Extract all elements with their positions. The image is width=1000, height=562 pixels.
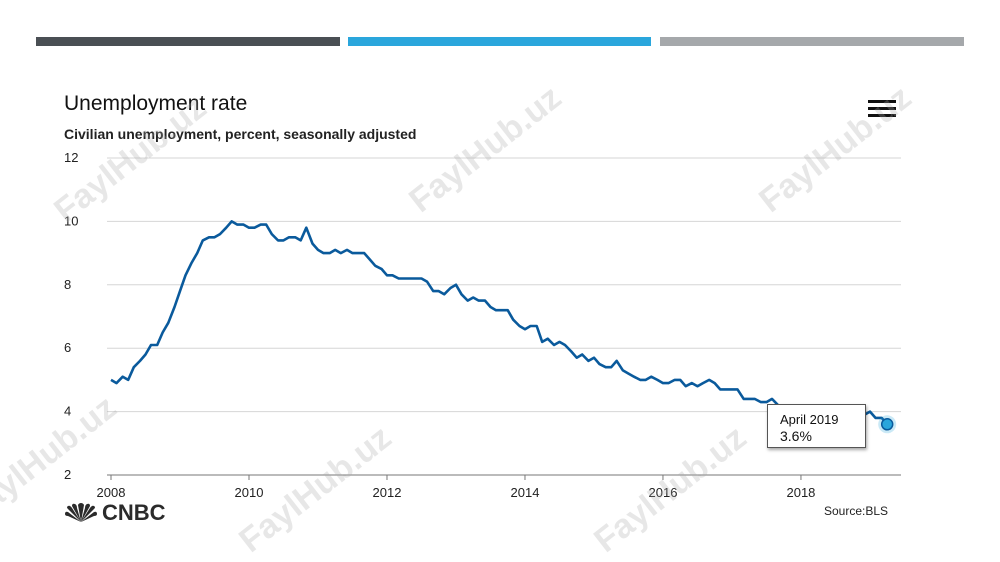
chart-subtitle: Civilian unemployment, percent, seasonal… <box>64 126 417 142</box>
hamburger-menu-icon[interactable] <box>868 100 896 117</box>
highlight-point <box>880 418 894 431</box>
header-accent-bar-gray <box>660 37 964 46</box>
y-tick-label: 12 <box>64 150 78 165</box>
x-tick-label: 2008 <box>97 485 126 500</box>
tooltip-date: April 2019 <box>780 412 839 427</box>
x-tick-label: 2016 <box>649 485 678 500</box>
header-accent-bar-blue <box>348 37 651 46</box>
header-accent-bar-dark <box>36 37 340 46</box>
tooltip-value: 3.6% <box>780 428 812 444</box>
y-tick-label: 6 <box>64 340 71 355</box>
x-tick-label: 2018 <box>786 485 815 500</box>
y-tick-label: 8 <box>64 277 71 292</box>
x-tick-label: 2012 <box>373 485 402 500</box>
chart-title: Unemployment rate <box>64 92 248 115</box>
x-tick-label: 2010 <box>235 485 264 500</box>
peacock-icon <box>65 503 97 522</box>
data-tooltip: April 2019 3.6% <box>767 404 866 448</box>
logo-text: CNBC <box>102 500 166 525</box>
y-tick-label: 4 <box>64 404 71 419</box>
y-tick-label: 10 <box>64 213 78 228</box>
x-tick-label: 2014 <box>511 485 540 500</box>
y-tick-label: 2 <box>64 467 71 482</box>
series-line <box>110 220 889 426</box>
cnbc-logo: CNBC <box>64 500 166 526</box>
source-label: Source:BLS <box>824 504 889 518</box>
